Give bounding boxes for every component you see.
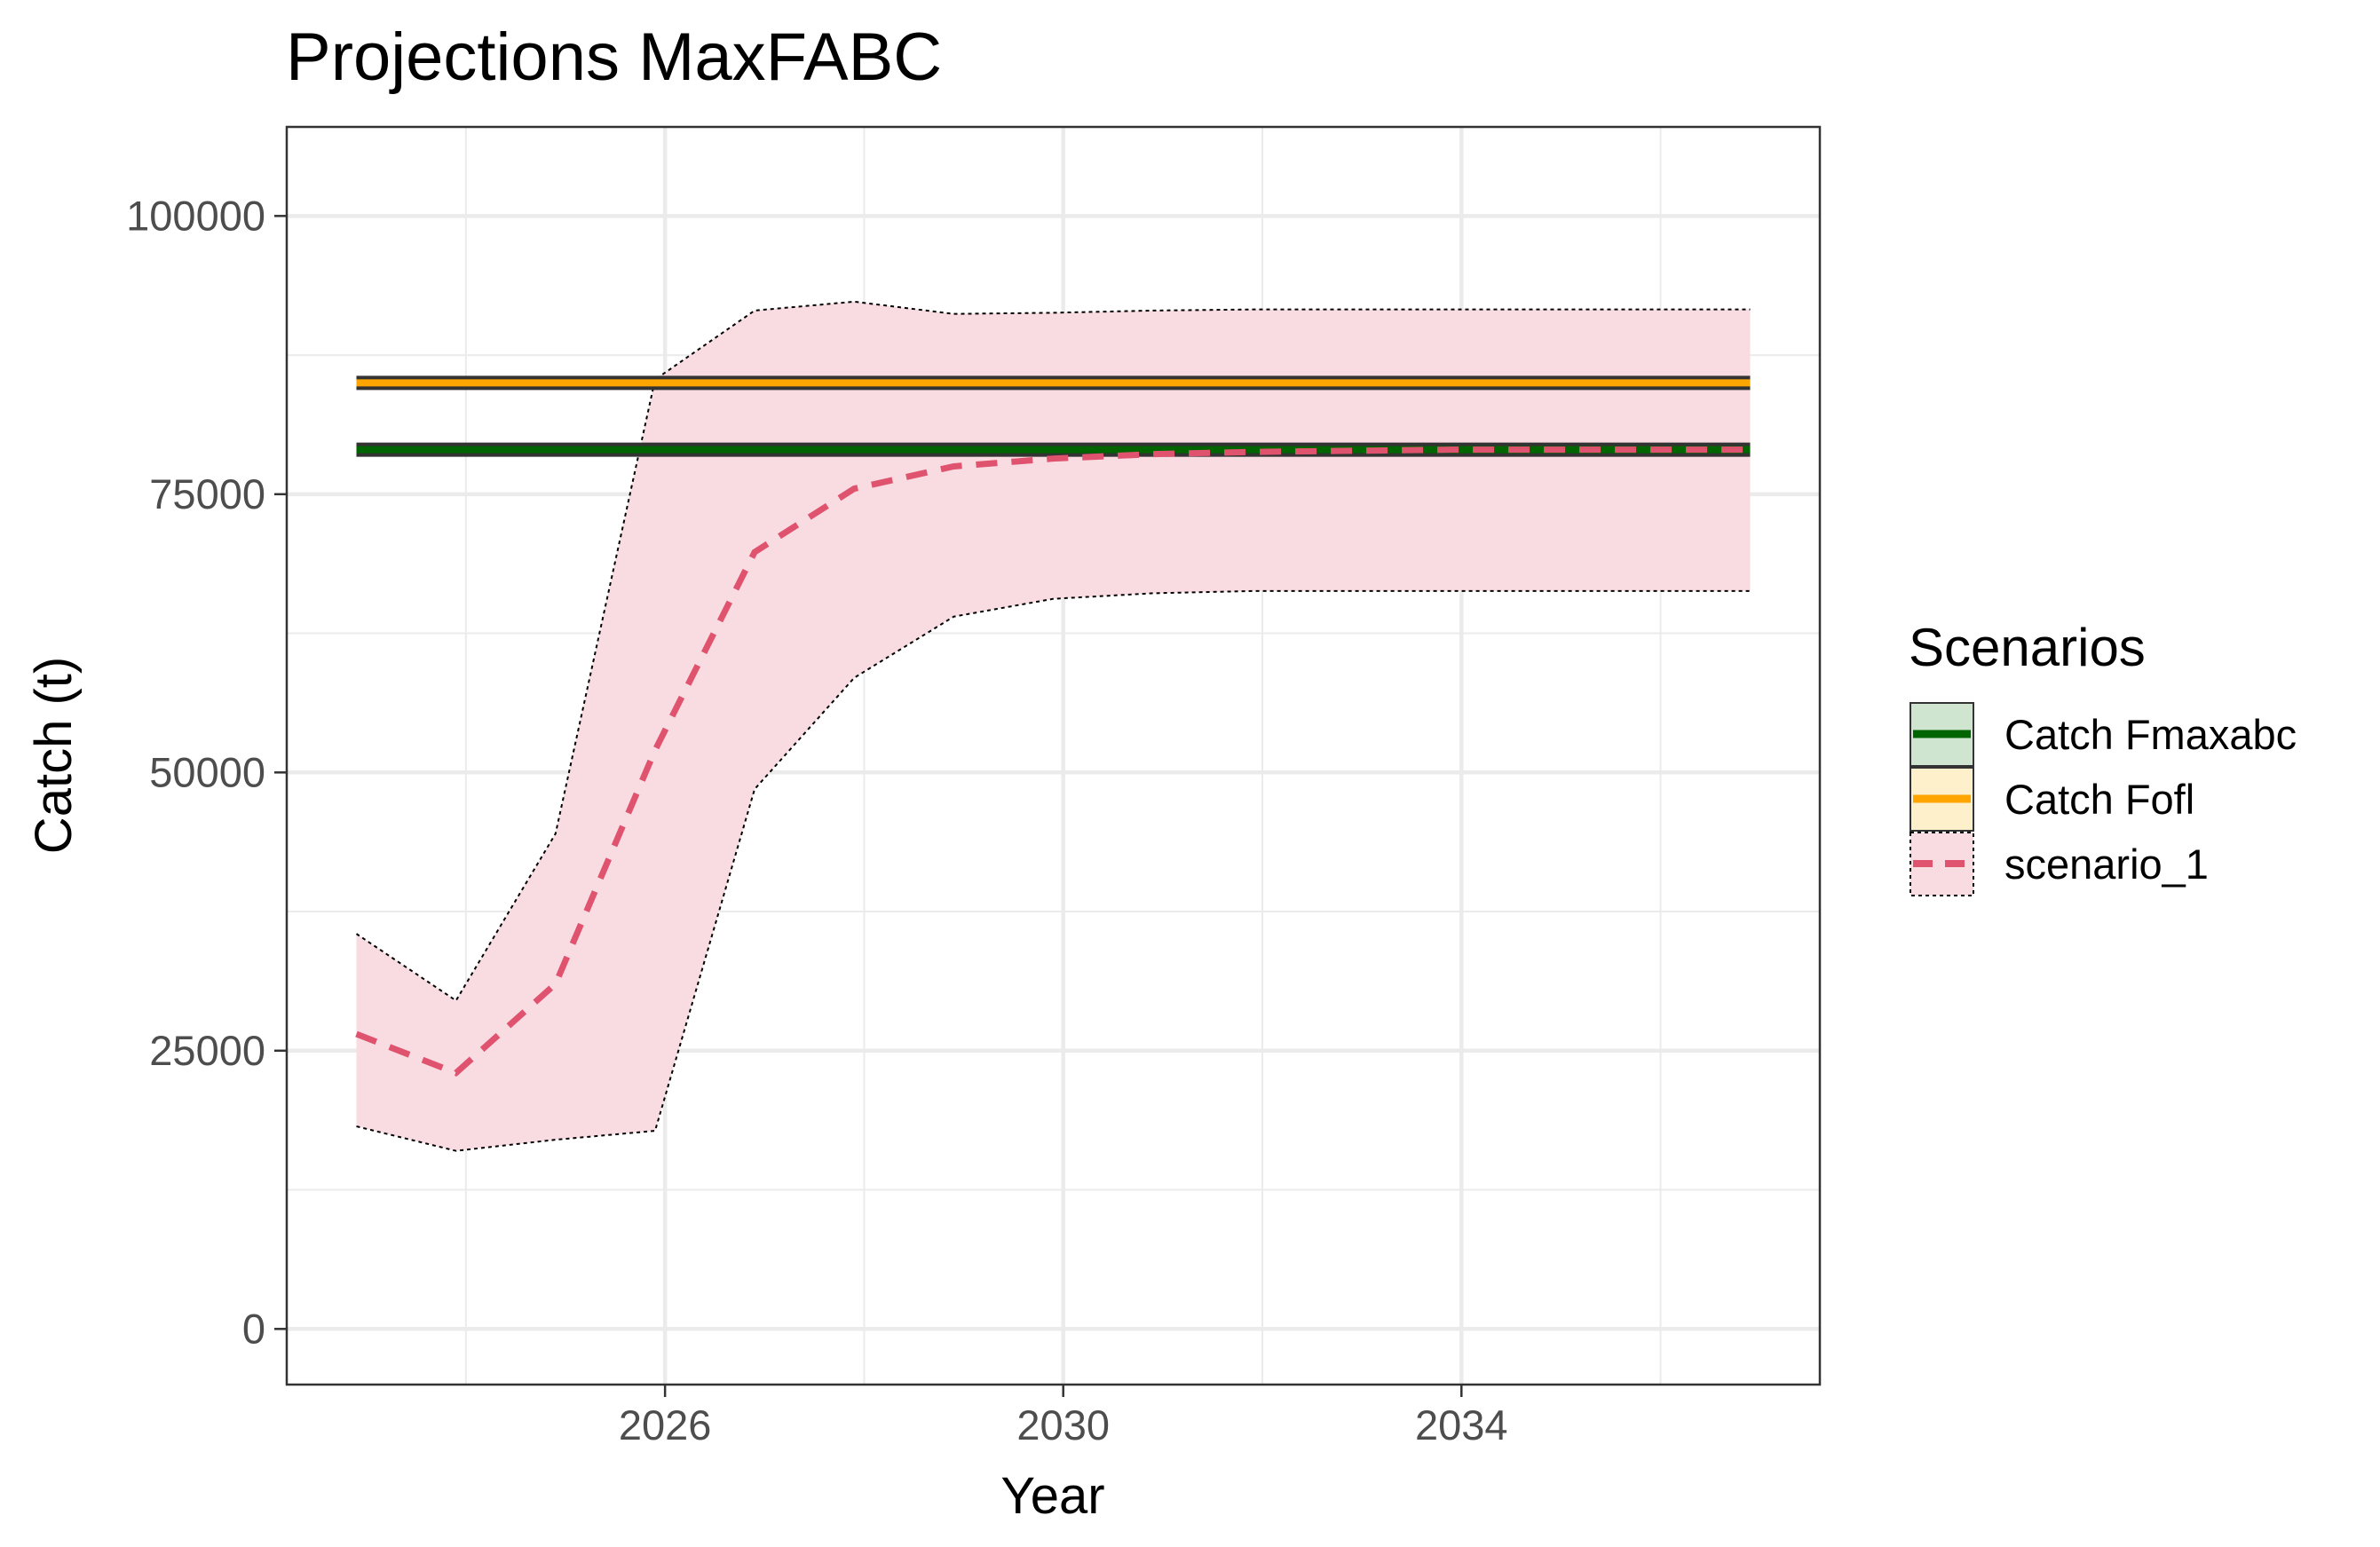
y-tick-label: 100000 xyxy=(126,192,265,239)
y-tick-label: 75000 xyxy=(149,470,265,517)
legend: Scenarios Catch Fmaxabc Catch Fofl scena… xyxy=(1909,618,2297,896)
band-upper-bound xyxy=(355,300,1751,1002)
x-axis-ticks: 2026 2030 2034 xyxy=(619,1385,1508,1448)
x-tick-label: 2026 xyxy=(619,1401,712,1448)
series-line-scenario_1 xyxy=(355,446,1751,1077)
y-tick-label: 25000 xyxy=(149,1027,265,1074)
legend-item-scenario-1: scenario_1 xyxy=(1910,832,2209,896)
confidence-band-scenario_1 xyxy=(356,301,1751,1151)
series-lines xyxy=(355,446,1751,1077)
legend-item-catch-fofl: Catch Fofl xyxy=(1910,767,2194,832)
y-axis-title: Catch (t) xyxy=(25,657,83,854)
x-tick-label: 2030 xyxy=(1016,1401,1110,1448)
chart-title: Projections MaxFABC xyxy=(286,20,942,95)
legend-title: Scenarios xyxy=(1909,618,2146,677)
y-tick-label: 50000 xyxy=(149,748,265,795)
legend-label-catch-fmaxabc: Catch Fmaxabc xyxy=(2004,711,2297,758)
band-lower-bound xyxy=(356,589,1751,1152)
plot-border xyxy=(285,125,1822,1386)
legend-item-catch-fmaxabc: Catch Fmaxabc xyxy=(1910,702,2297,767)
y-tick-label: 0 xyxy=(242,1305,265,1352)
x-tick-label: 2034 xyxy=(1415,1401,1508,1448)
legend-label-catch-fofl: Catch Fofl xyxy=(2004,776,2194,823)
confidence-bands xyxy=(355,300,1751,1152)
x-axis-title: Year xyxy=(1000,1467,1104,1525)
legend-label-scenario-1: scenario_1 xyxy=(2004,841,2209,888)
y-axis-ticks: 0 25000 50000 75000 100000 xyxy=(126,192,287,1352)
